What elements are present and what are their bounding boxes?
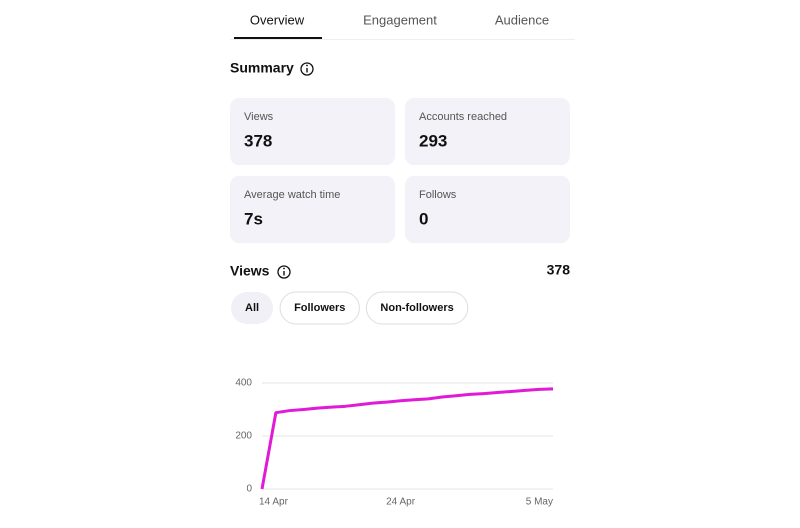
- tab[interactable]: Overview: [250, 12, 305, 27]
- summary-title: Summary: [230, 60, 294, 76]
- x-tick-label: 5 May: [526, 497, 553, 508]
- filter-label: Followers: [294, 302, 345, 314]
- filter-label: All: [245, 302, 259, 314]
- stat-card: [405, 176, 570, 243]
- stat-value: 378: [244, 131, 272, 150]
- stat-label: Follows: [419, 189, 457, 201]
- stat-card: [405, 98, 570, 165]
- x-tick-label: 24 Apr: [386, 497, 416, 508]
- filter-pill[interactable]: [279, 291, 360, 325]
- info-icon[interactable]: [300, 62, 314, 76]
- info-icon[interactable]: [277, 265, 291, 279]
- filter-pill[interactable]: [231, 292, 274, 324]
- stat-value: 293: [419, 131, 447, 150]
- views-total: 378: [547, 262, 571, 278]
- y-tick-label: 200: [235, 431, 252, 442]
- filter-pill[interactable]: [365, 291, 469, 325]
- filter-label: Non-followers: [380, 302, 453, 314]
- stat-label: Accounts reached: [419, 111, 507, 123]
- views-title: Views: [230, 263, 270, 279]
- y-tick-label: 0: [246, 484, 252, 495]
- data-line: [260, 387, 554, 490]
- stat-label: Average watch time: [244, 189, 340, 201]
- tab[interactable]: Audience: [495, 12, 549, 27]
- y-tick-label: 400: [235, 378, 252, 389]
- stat-card: [230, 98, 395, 165]
- stat-value: 7s: [244, 209, 263, 228]
- stat-card: [230, 176, 395, 243]
- stat-value: 0: [419, 209, 428, 228]
- tab[interactable]: Engagement: [363, 12, 437, 27]
- stat-label: Views: [244, 111, 274, 123]
- active-tab-underline: [234, 37, 322, 39]
- x-tick-label: 14 Apr: [259, 497, 289, 508]
